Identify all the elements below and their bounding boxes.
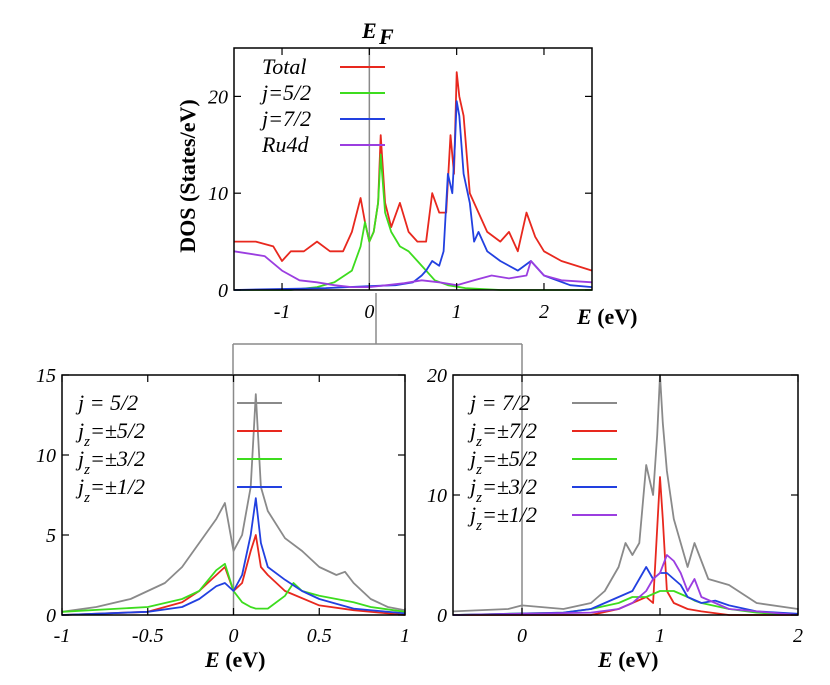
y-axis-label: DOS (States/eV) <box>175 99 200 252</box>
series-line-4 <box>452 554 799 616</box>
series-line-0 <box>61 393 406 613</box>
x-axis-label: E (eV) <box>576 304 638 329</box>
legend-label-2: j=7/2 <box>259 106 311 131</box>
x-tick-label: 0 <box>229 625 239 647</box>
legend-label-3: jz=±3/2 <box>467 474 537 506</box>
fermi-label-sub: F <box>378 24 394 49</box>
series-line-3 <box>452 566 799 616</box>
connector-lines <box>232 293 523 374</box>
legend-label-0: j = 5/2 <box>75 390 138 415</box>
x-axis-label: E (eV) <box>204 647 266 672</box>
legend-label-4: jz=±1/2 <box>467 502 537 534</box>
series-line-3 <box>61 497 406 616</box>
y-tick-label: 20 <box>208 86 228 108</box>
x-tick-label: 0 <box>364 301 374 323</box>
fermi-label: E <box>361 18 377 43</box>
series-line-1 <box>61 534 406 616</box>
y-tick-label: 10 <box>36 445 56 467</box>
x-axis-label: E (eV) <box>597 647 659 672</box>
x-tick-label: 1 <box>400 625 410 647</box>
legend-label-3: Ru4d <box>261 132 309 157</box>
legend-label-1: jz=±5/2 <box>75 418 145 450</box>
y-tick-label: 0 <box>46 605 56 627</box>
y-tick-label: 0 <box>218 280 228 302</box>
series-line-2 <box>452 590 799 616</box>
legend-label-2: jz=±5/2 <box>467 446 537 478</box>
y-tick-label: 10 <box>208 183 228 205</box>
x-tick-label: 0.5 <box>307 625 332 647</box>
x-tick-label: 1 <box>452 301 462 323</box>
x-tick-label: -0.5 <box>132 625 164 647</box>
series-line-0 <box>234 71 593 272</box>
legend-label-3: jz=±1/2 <box>75 474 145 506</box>
x-tick-label: 2 <box>793 625 803 647</box>
x-tick-label: 2 <box>539 301 549 323</box>
y-tick-label: 0 <box>437 605 447 627</box>
y-tick-label: 10 <box>427 485 447 507</box>
y-tick-label: 20 <box>427 365 447 387</box>
legend-label-2: jz=±3/2 <box>75 446 145 478</box>
x-tick-label: -1 <box>274 301 291 323</box>
x-tick-label: 1 <box>655 625 665 647</box>
y-tick-label: 5 <box>46 525 56 547</box>
x-tick-label: 0 <box>517 625 527 647</box>
x-tick-label: -1 <box>54 625 71 647</box>
y-tick-label: 15 <box>36 365 56 387</box>
legend-label-1: j=5/2 <box>259 80 311 105</box>
legend-label-0: j = 7/2 <box>467 390 530 415</box>
series-line-0 <box>452 374 799 613</box>
legend-label-0: Total <box>262 54 306 79</box>
plot-frame <box>233 47 593 291</box>
legend-label-1: jz=±7/2 <box>467 418 537 450</box>
series-line-3 <box>233 250 593 289</box>
series-line-2 <box>61 562 406 613</box>
